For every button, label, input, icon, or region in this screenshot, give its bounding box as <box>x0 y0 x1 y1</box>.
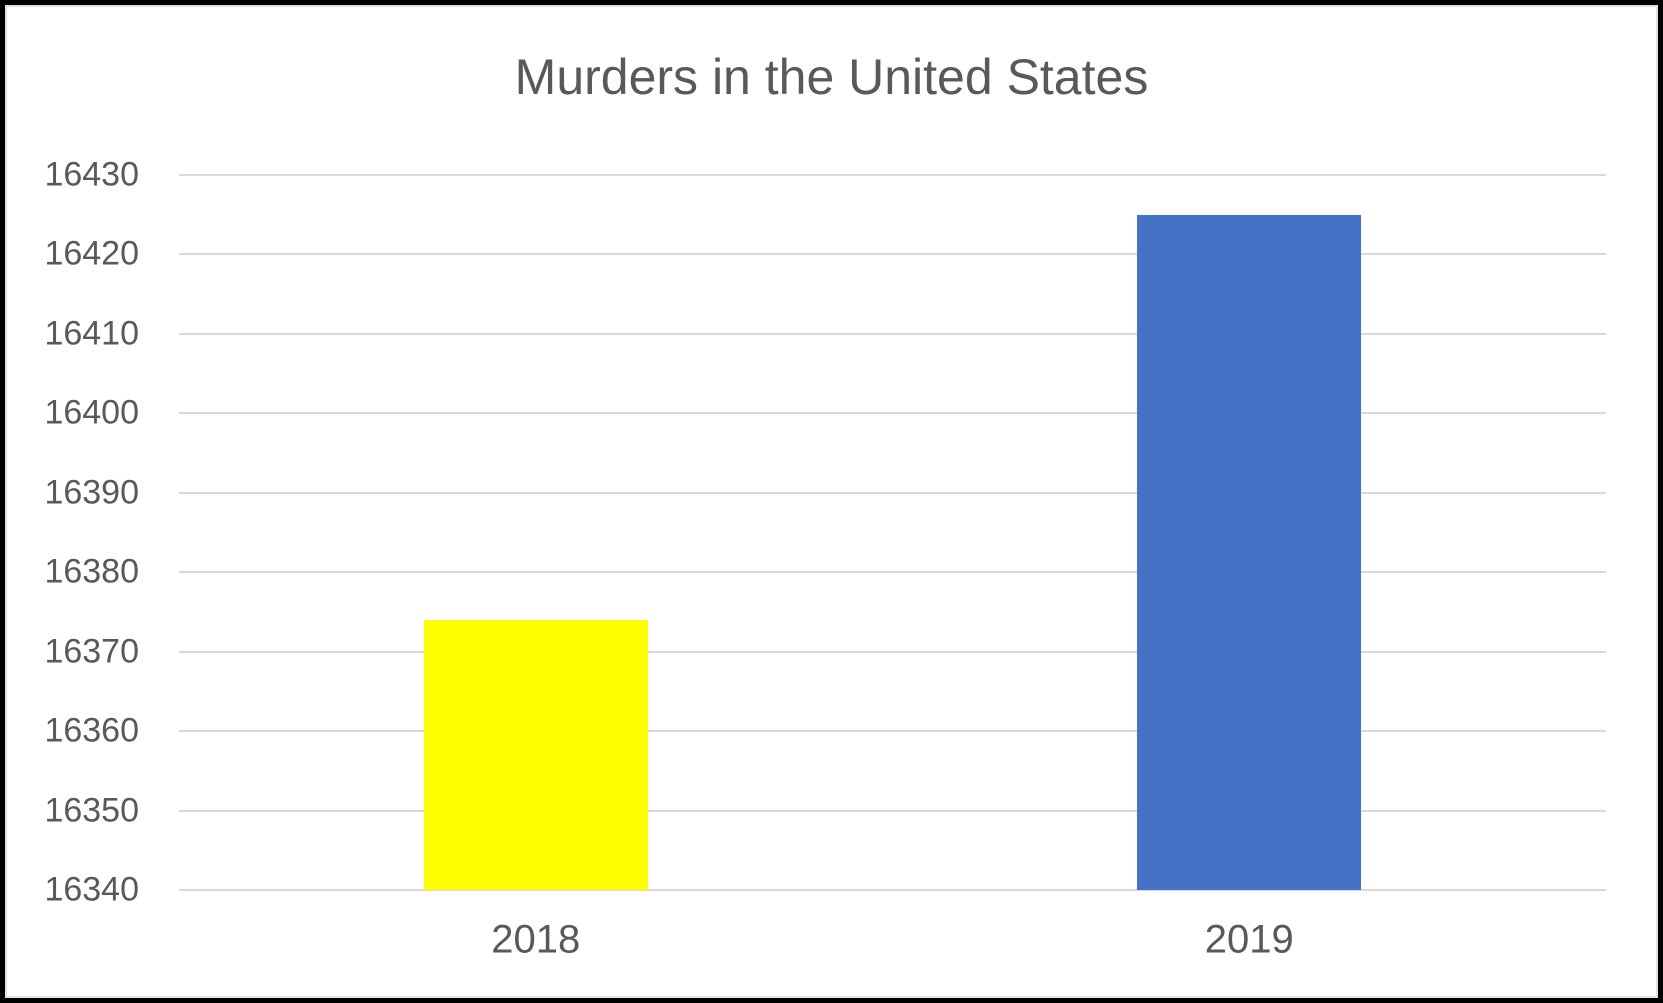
gridline-16370 <box>179 650 1606 653</box>
gridline-16420 <box>179 253 1606 256</box>
y-tick-label-16340: 16340 <box>44 870 139 909</box>
y-tick-label-16370: 16370 <box>44 632 139 671</box>
y-tick-label-16400: 16400 <box>44 393 139 432</box>
gridline-16410 <box>179 332 1606 335</box>
gridline-16390 <box>179 491 1606 494</box>
chart-title: Murders in the United States <box>514 49 1149 105</box>
bar-2019 <box>1137 215 1361 890</box>
x-tick-label-2018: 2018 <box>491 917 581 962</box>
y-tick-label-16430: 16430 <box>44 155 139 194</box>
gridline-16350 <box>179 809 1606 812</box>
bar-2018 <box>424 620 648 890</box>
gridline-16360 <box>179 730 1606 733</box>
gridline-16430 <box>179 174 1606 176</box>
y-tick-label-16380: 16380 <box>44 552 139 591</box>
x-tick-label-2019: 2019 <box>1204 917 1294 962</box>
y-tick-label-16420: 16420 <box>44 234 139 273</box>
plot-area <box>179 174 1606 891</box>
y-tick-label-16410: 16410 <box>44 314 139 353</box>
y-tick-label-16350: 16350 <box>44 791 139 830</box>
bar-chart: Murders in the United States 16340 16350 1… <box>5 5 1658 998</box>
gridline-16400 <box>179 412 1606 415</box>
gridline-16380 <box>179 571 1606 574</box>
y-tick-label-16390: 16390 <box>44 473 139 512</box>
gridline-16340 <box>179 889 1606 891</box>
y-tick-label-16360: 16360 <box>44 711 139 750</box>
